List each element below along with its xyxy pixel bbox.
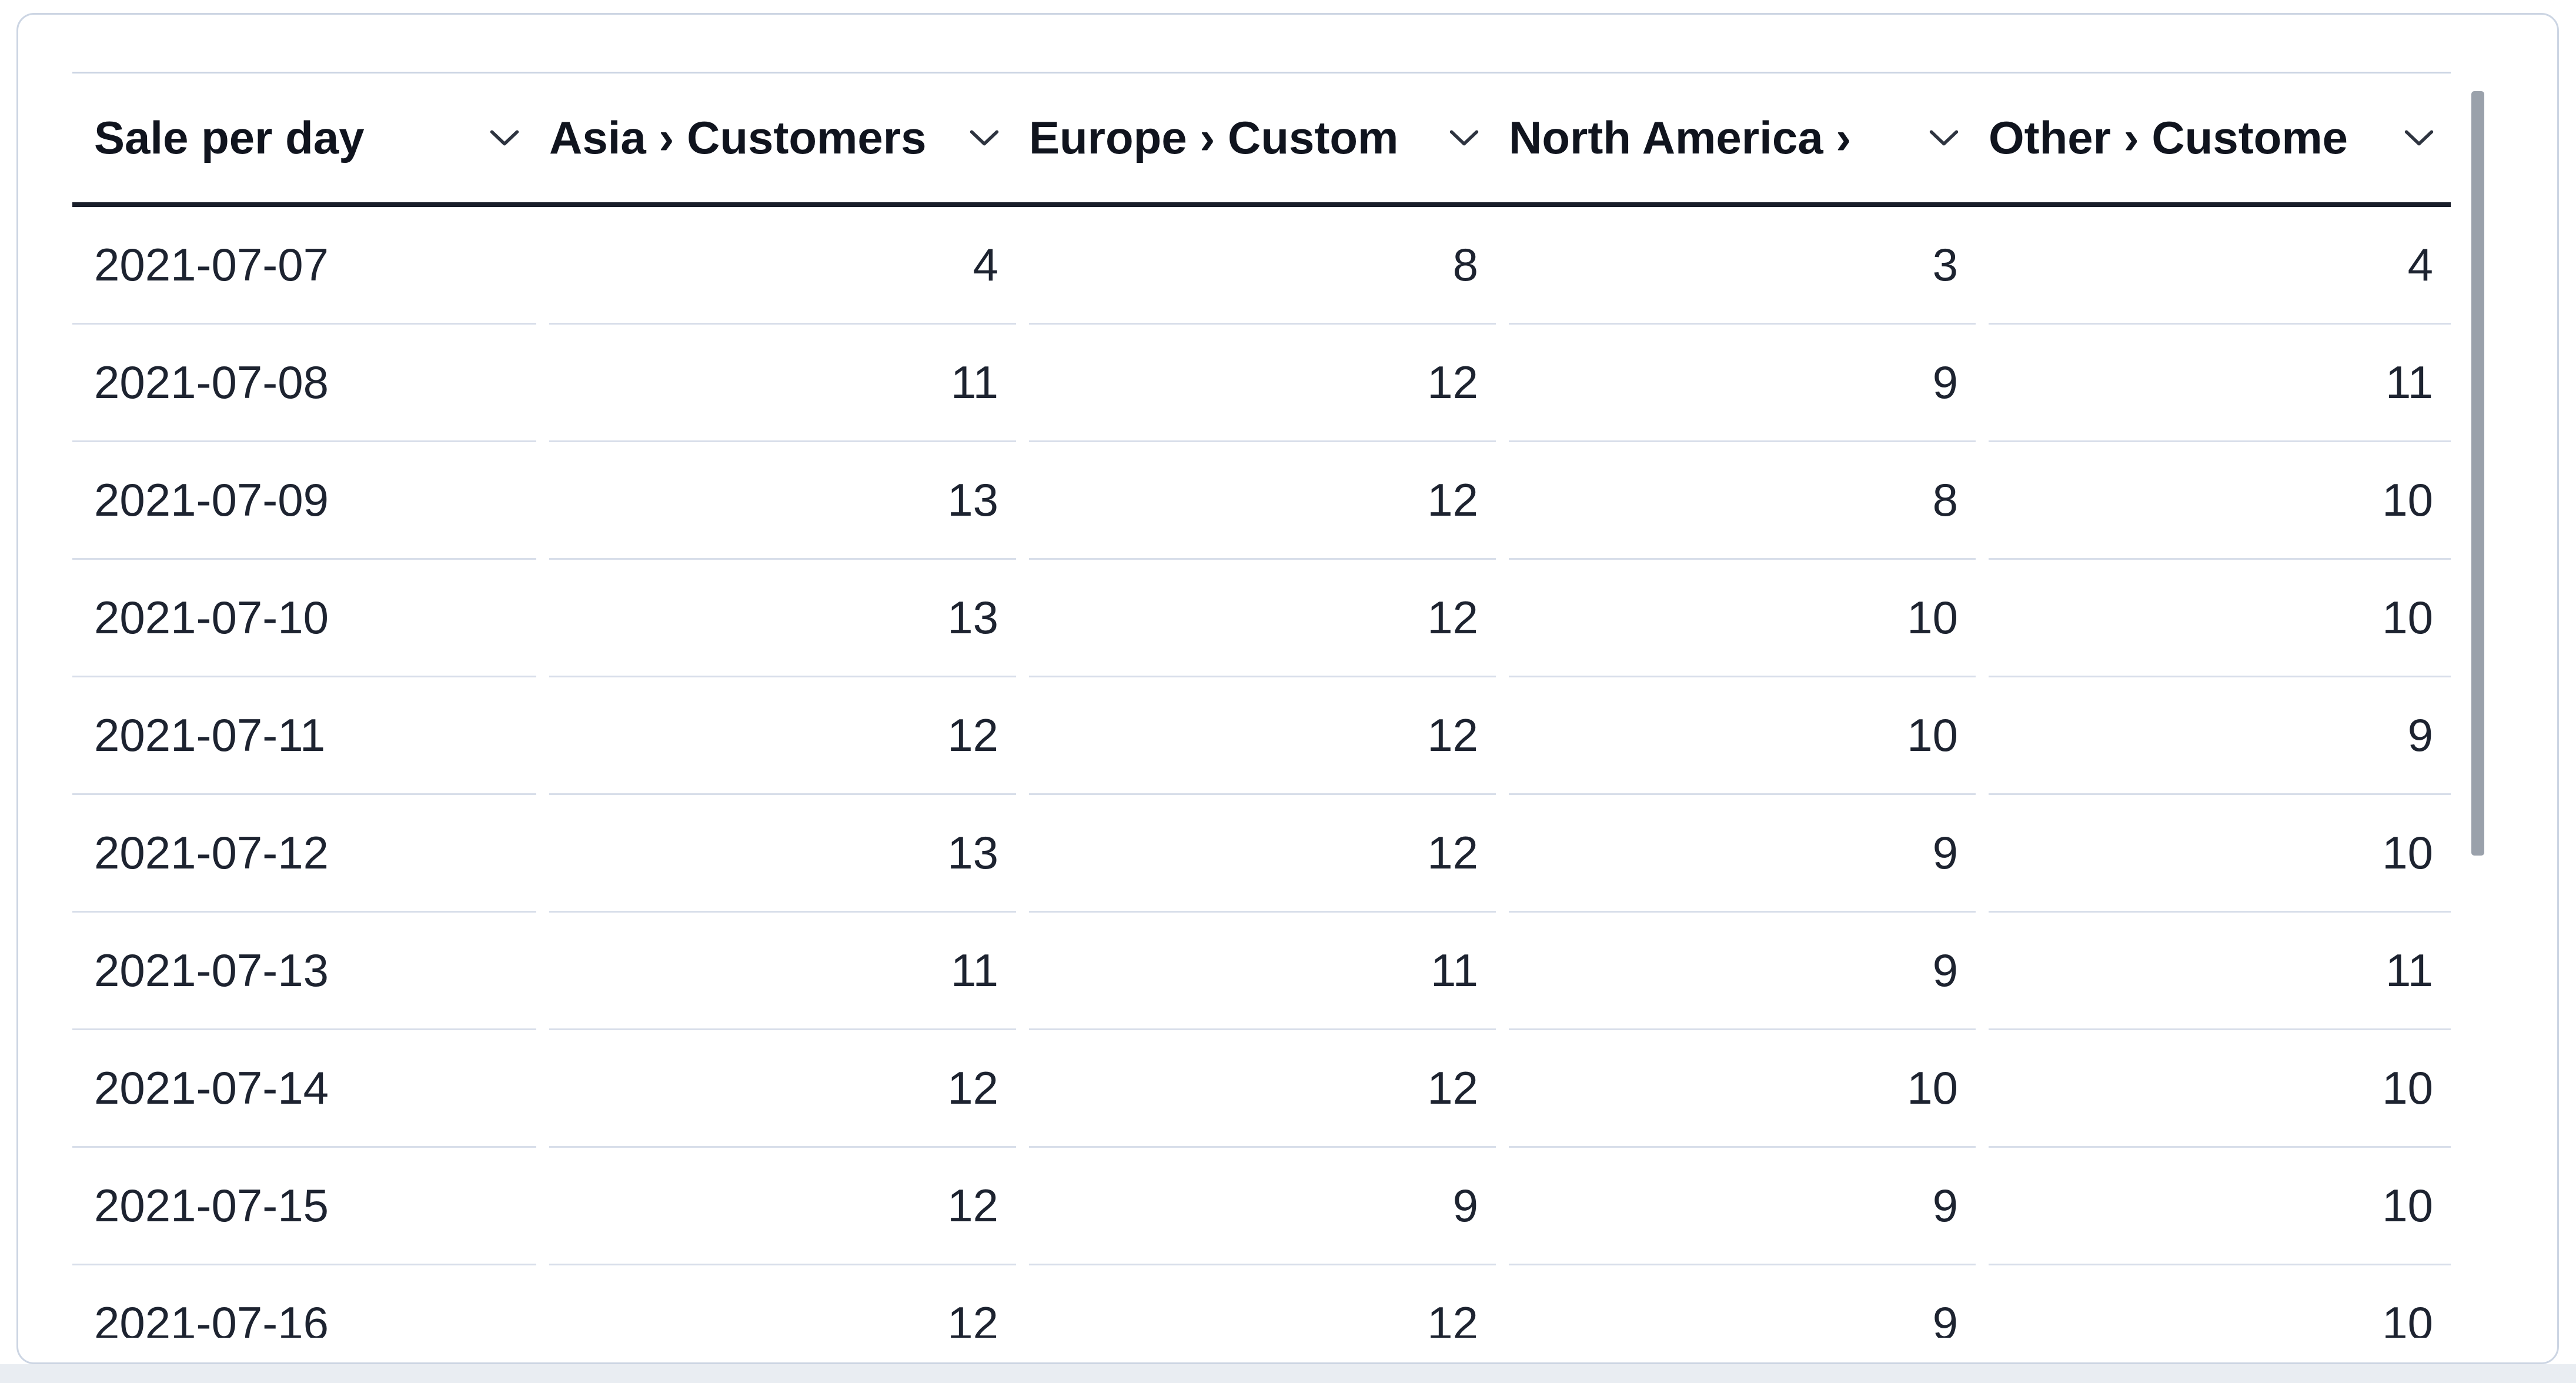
chevron-down-icon[interactable] <box>2404 129 2434 147</box>
value-cell-north-america: 8 <box>1509 442 1976 560</box>
date-cell: 2021-07-11 <box>72 677 536 795</box>
value-cell-asia: 13 <box>549 442 1016 560</box>
table-row: 2021-07-11 12 12 10 9 <box>72 677 2451 795</box>
chevron-down-icon[interactable] <box>1449 129 1479 147</box>
table-row: 2021-07-07 4 8 3 4 <box>72 207 2451 325</box>
value-cell-asia: 12 <box>549 1265 1016 1338</box>
value-cell-other: 10 <box>1989 442 2451 560</box>
value-cell-asia: 11 <box>549 913 1016 1030</box>
column-header-europe-customers[interactable]: Europe › Custom <box>1029 74 1496 202</box>
value-cell-north-america: 10 <box>1509 1030 1976 1148</box>
table-card: Sale per day Asia › Customers Europe › C… <box>16 13 2559 1364</box>
column-header-other-customers[interactable]: Other › Custome <box>1989 74 2451 202</box>
value-cell-north-america: 10 <box>1509 560 1976 677</box>
value-cell-asia: 12 <box>549 1030 1016 1148</box>
date-cell: 2021-07-13 <box>72 913 536 1030</box>
value-cell-other: 10 <box>1989 560 2451 677</box>
table-row: 2021-07-14 12 12 10 10 <box>72 1030 2451 1148</box>
column-label: Asia › Customers <box>549 112 927 163</box>
page-bottom-strip <box>0 1364 2576 1383</box>
vertical-scrollbar-thumb[interactable] <box>2471 91 2484 856</box>
chevron-down-icon[interactable] <box>489 129 520 147</box>
value-cell-other: 10 <box>1989 1030 2451 1148</box>
table-row: 2021-07-13 11 11 9 11 <box>72 913 2451 1030</box>
value-cell-north-america: 9 <box>1509 913 1976 1030</box>
value-cell-asia: 4 <box>549 207 1016 325</box>
value-cell-europe: 12 <box>1029 677 1496 795</box>
column-label: Other › Custome <box>1989 112 2348 163</box>
value-cell-europe: 12 <box>1029 1030 1496 1148</box>
value-cell-north-america: 10 <box>1509 677 1976 795</box>
table-row: 2021-07-15 12 9 9 10 <box>72 1148 2451 1265</box>
table-row: 2021-07-12 13 12 9 10 <box>72 795 2451 913</box>
date-cell: 2021-07-16 <box>72 1265 536 1338</box>
value-cell-north-america: 9 <box>1509 1265 1976 1338</box>
value-cell-europe: 12 <box>1029 795 1496 913</box>
value-cell-other: 4 <box>1989 207 2451 325</box>
date-cell: 2021-07-09 <box>72 442 536 560</box>
date-cell: 2021-07-10 <box>72 560 536 677</box>
value-cell-europe: 12 <box>1029 560 1496 677</box>
value-cell-europe: 11 <box>1029 913 1496 1030</box>
value-cell-other: 11 <box>1989 325 2451 442</box>
value-cell-other: 9 <box>1989 677 2451 795</box>
value-cell-north-america: 9 <box>1509 795 1976 913</box>
date-cell: 2021-07-07 <box>72 207 536 325</box>
date-cell: 2021-07-14 <box>72 1030 536 1148</box>
column-header-asia-customers[interactable]: Asia › Customers <box>549 74 1016 202</box>
chevron-down-icon[interactable] <box>969 129 1000 147</box>
date-cell: 2021-07-15 <box>72 1148 536 1265</box>
table-row: 2021-07-08 11 12 9 11 <box>72 325 2451 442</box>
column-label: Europe › Custom <box>1029 112 1399 163</box>
value-cell-other: 10 <box>1989 1148 2451 1265</box>
table-row: 2021-07-09 13 12 8 10 <box>72 442 2451 560</box>
date-cell: 2021-07-08 <box>72 325 536 442</box>
value-cell-europe: 8 <box>1029 207 1496 325</box>
sales-table: Sale per day Asia › Customers Europe › C… <box>72 72 2451 1338</box>
table-row: 2021-07-16 12 12 9 10 <box>72 1265 2451 1338</box>
value-cell-asia: 11 <box>549 325 1016 442</box>
value-cell-other: 11 <box>1989 913 2451 1030</box>
value-cell-europe: 9 <box>1029 1148 1496 1265</box>
value-cell-asia: 12 <box>549 1148 1016 1265</box>
value-cell-north-america: 9 <box>1509 325 1976 442</box>
value-cell-other: 10 <box>1989 795 2451 913</box>
column-header-sale-per-day[interactable]: Sale per day <box>72 74 536 202</box>
value-cell-europe: 12 <box>1029 1265 1496 1338</box>
value-cell-europe: 12 <box>1029 442 1496 560</box>
value-cell-north-america: 3 <box>1509 207 1976 325</box>
chevron-down-icon[interactable] <box>1929 129 1959 147</box>
column-header-north-america-customers[interactable]: North America › <box>1509 74 1976 202</box>
value-cell-asia: 12 <box>549 677 1016 795</box>
value-cell-asia: 13 <box>549 795 1016 913</box>
table-header-row: Sale per day Asia › Customers Europe › C… <box>72 74 2451 207</box>
column-label: Sale per day <box>94 112 365 163</box>
value-cell-europe: 12 <box>1029 325 1496 442</box>
value-cell-other: 10 <box>1989 1265 2451 1338</box>
value-cell-asia: 13 <box>549 560 1016 677</box>
table-body: 2021-07-07 4 8 3 4 2021-07-08 11 12 9 11… <box>72 207 2451 1338</box>
date-cell: 2021-07-12 <box>72 795 536 913</box>
column-label: North America › <box>1509 112 1852 163</box>
value-cell-north-america: 9 <box>1509 1148 1976 1265</box>
table-row: 2021-07-10 13 12 10 10 <box>72 560 2451 677</box>
